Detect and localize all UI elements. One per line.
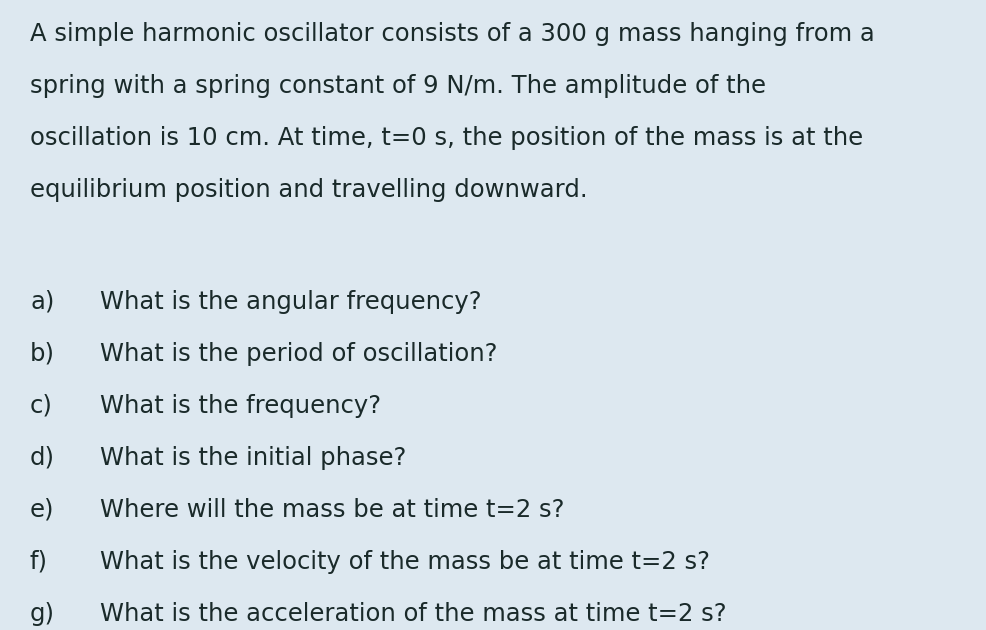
Text: What is the initial phase?: What is the initial phase? <box>100 446 406 470</box>
Text: b): b) <box>30 342 55 366</box>
Text: d): d) <box>30 446 55 470</box>
Text: c): c) <box>30 394 53 418</box>
Text: e): e) <box>30 498 54 522</box>
Text: g): g) <box>30 602 55 626</box>
Text: What is the period of oscillation?: What is the period of oscillation? <box>100 342 498 366</box>
Text: What is the angular frequency?: What is the angular frequency? <box>100 290 481 314</box>
Text: What is the frequency?: What is the frequency? <box>100 394 382 418</box>
Text: oscillation is 10 cm. At time, t=0 s, the position of the mass is at the: oscillation is 10 cm. At time, t=0 s, th… <box>30 126 863 150</box>
Text: What is the acceleration of the mass at time t=2 s?: What is the acceleration of the mass at … <box>100 602 727 626</box>
Text: a): a) <box>30 290 54 314</box>
Text: Where will the mass be at time t=2 s?: Where will the mass be at time t=2 s? <box>100 498 565 522</box>
Text: f): f) <box>30 550 48 574</box>
Text: What is the velocity of the mass be at time t=2 s?: What is the velocity of the mass be at t… <box>100 550 710 574</box>
Text: spring with a spring constant of 9 N/m. The amplitude of the: spring with a spring constant of 9 N/m. … <box>30 74 766 98</box>
Text: equilibrium position and travelling downward.: equilibrium position and travelling down… <box>30 178 588 202</box>
Text: A simple harmonic oscillator consists of a 300 g mass hanging from a: A simple harmonic oscillator consists of… <box>30 22 875 46</box>
